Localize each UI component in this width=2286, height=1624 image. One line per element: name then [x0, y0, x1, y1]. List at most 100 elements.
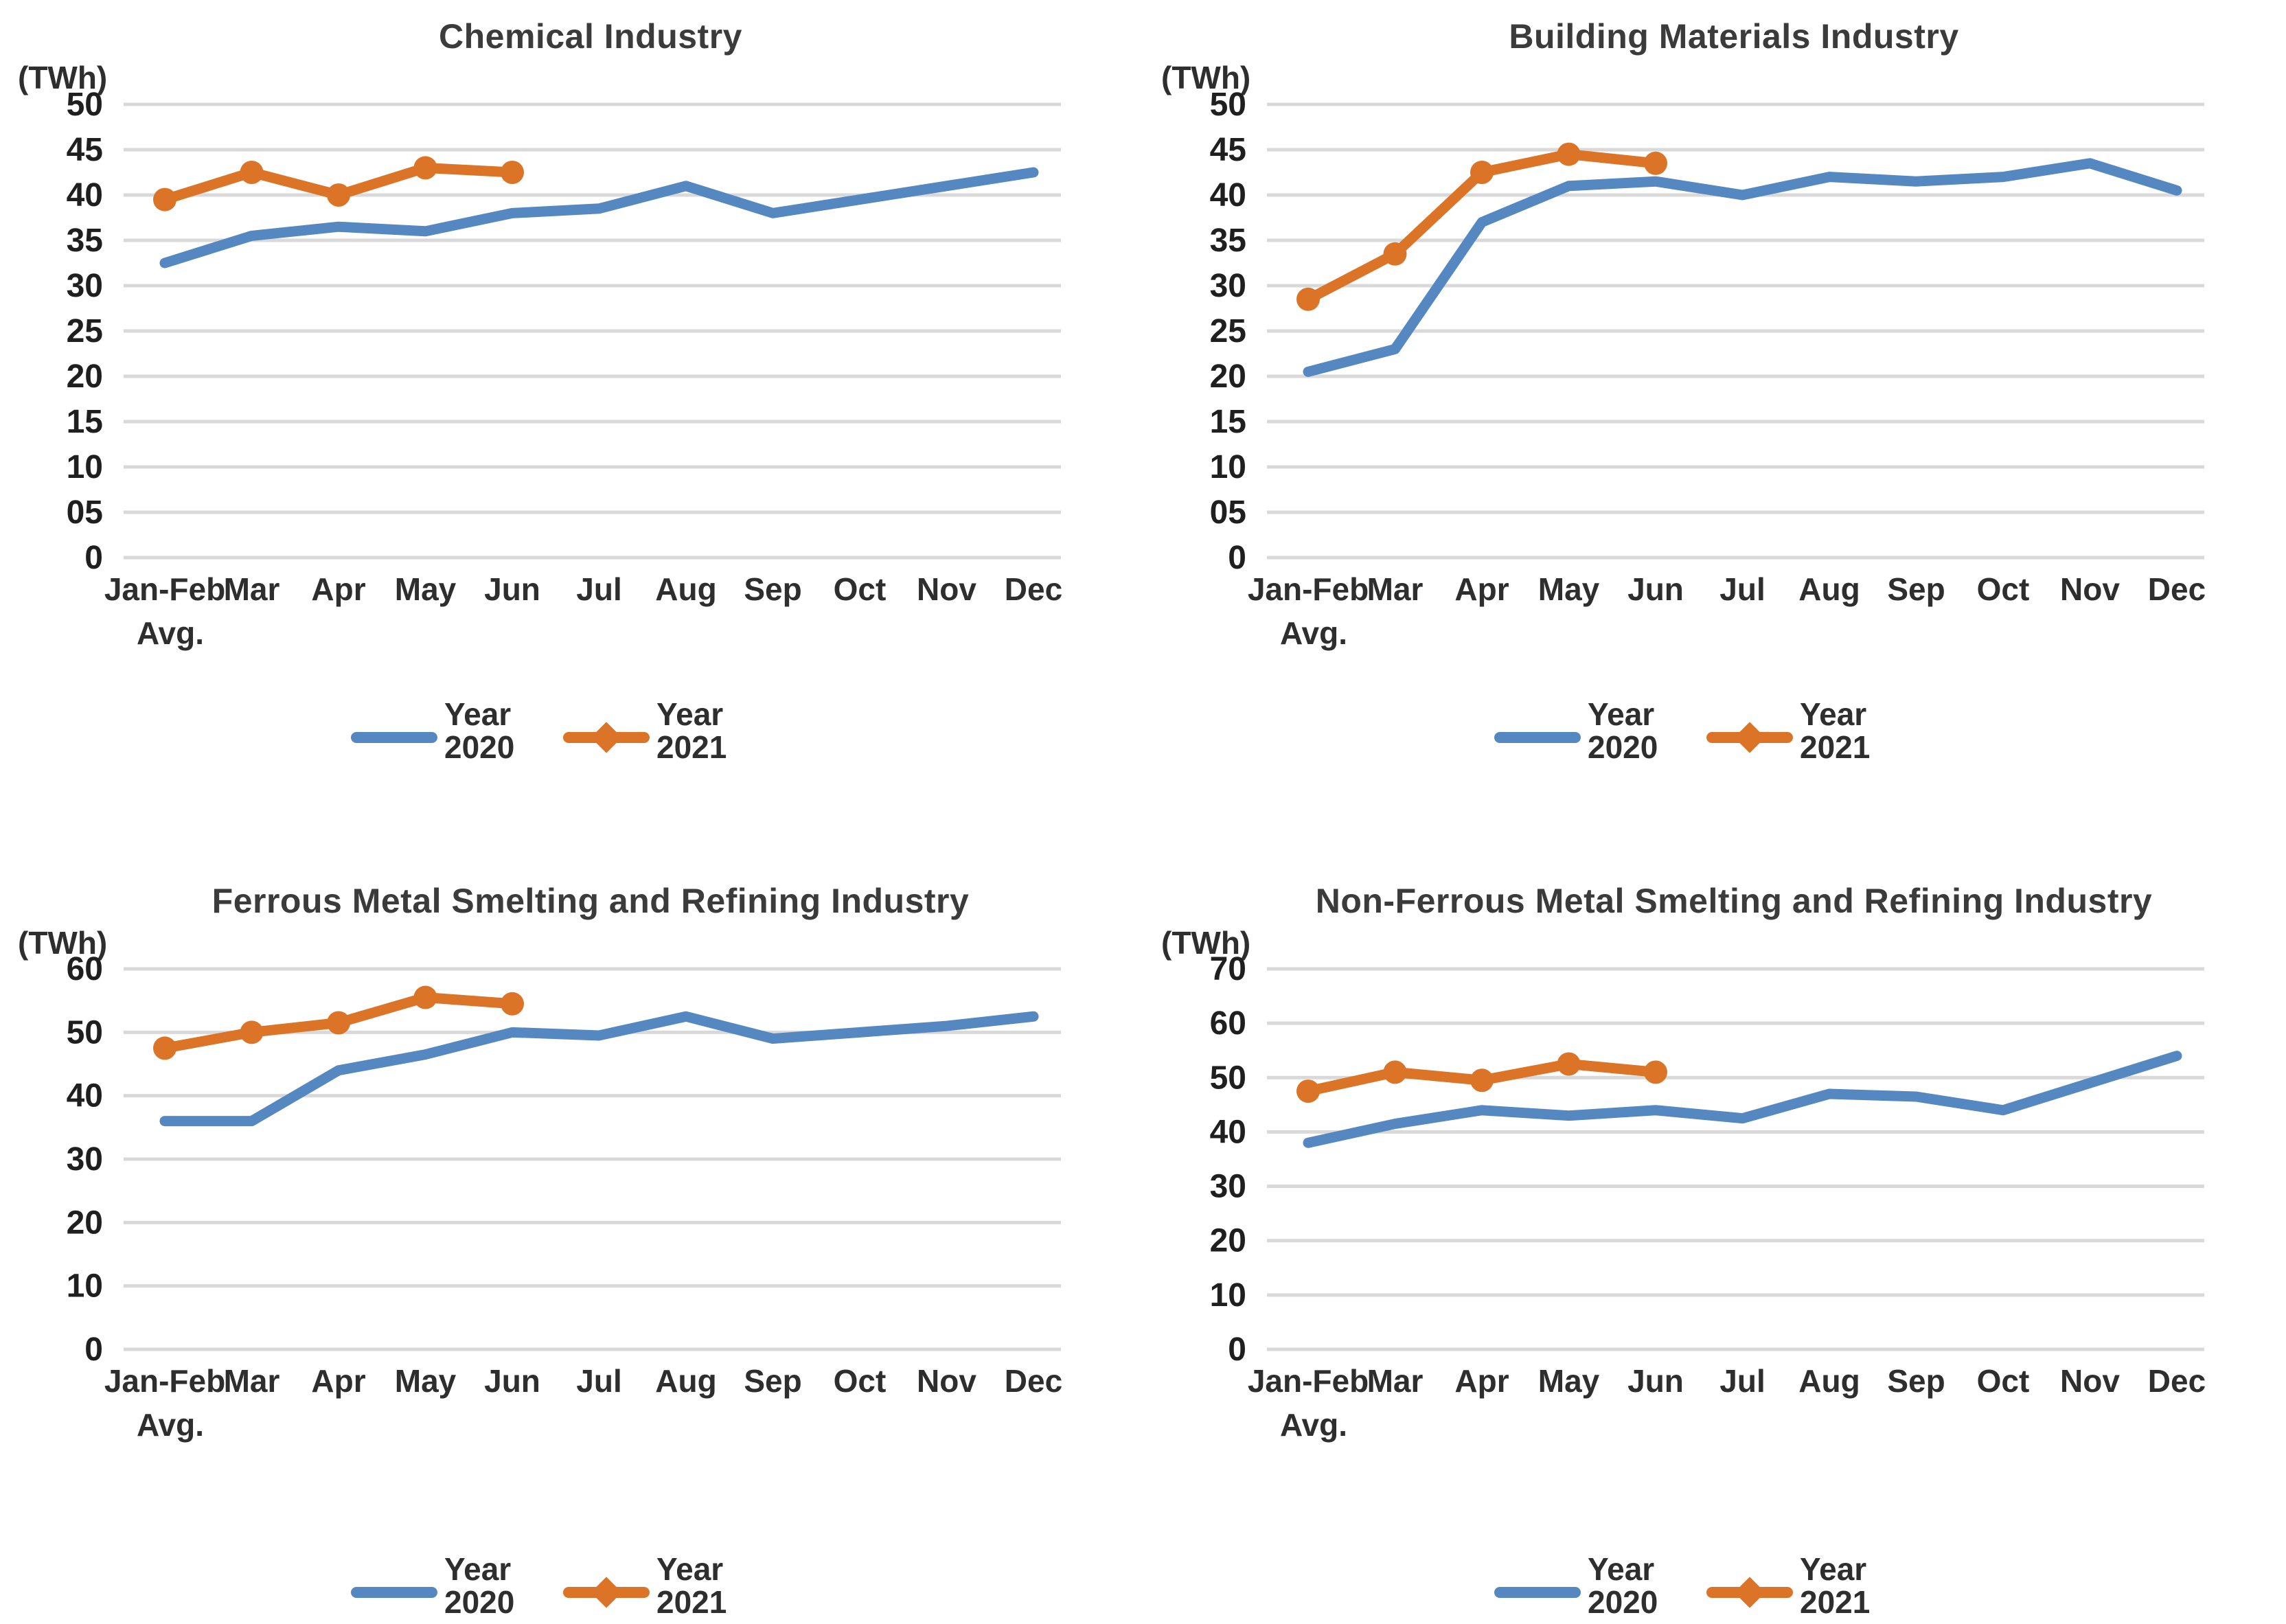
legend-label-line1: Year	[444, 1551, 511, 1587]
x-tick-label: Jan-Feb	[104, 571, 225, 607]
x-tick-label: Oct	[834, 1363, 887, 1399]
y-tick-label: 10	[1210, 1277, 1246, 1314]
chart-chemical-industry: Chemical Industry (TWh) 50 45 40 35 30 25 20 15…	[0, 0, 1143, 812]
y-tick-label: 20	[67, 358, 103, 395]
y-tick-label: 45	[1210, 132, 1246, 168]
series-line-year-2020	[1303, 1051, 2182, 1148]
x-tick-label: Jul	[1719, 571, 1765, 607]
x-tick-label: Oct	[1977, 1363, 2030, 1399]
y-tick-label: 45	[67, 132, 103, 168]
y-tick-label: 15	[67, 404, 103, 440]
data-point-marker	[1557, 142, 1581, 166]
x-tick-label: Apr	[311, 1363, 365, 1399]
chart-title: Building Materials Industry	[1509, 17, 1959, 56]
data-point-marker	[1296, 1079, 1320, 1103]
data-point-marker	[153, 187, 176, 211]
x-tick-label: Dec	[2148, 571, 2206, 607]
x-tick-label: Aug	[1798, 571, 1860, 607]
y-tick-label: 50	[67, 87, 103, 123]
legend-marker-diamond	[591, 1577, 622, 1608]
y-tick-label: 05	[1210, 494, 1246, 531]
x-tick-label: Jun	[1627, 1363, 1684, 1399]
chart-title: Ferrous Metal Smelting and Refining Indu…	[212, 882, 970, 920]
x-tick-label: Apr	[1454, 571, 1509, 607]
x-tick-label: May	[395, 571, 457, 607]
legend-label-line1: Year	[1800, 1551, 1866, 1587]
data-point-marker	[413, 985, 437, 1009]
x-tick-label-line2: Avg.	[137, 1407, 204, 1443]
legend-label-line1: Year	[1800, 696, 1866, 732]
x-tick-label: May	[1538, 1363, 1600, 1399]
x-tick-label: Mar	[1367, 1363, 1424, 1399]
x-tick-label: Oct	[1977, 571, 2030, 607]
x-tick-label: Jul	[576, 571, 621, 607]
x-tick-label: Jun	[484, 1363, 540, 1399]
data-point-marker	[327, 1011, 350, 1035]
x-tick-label: Mar	[1367, 571, 1424, 607]
x-tick-label-line2: Avg.	[137, 615, 204, 651]
x-tick-label: Nov	[2060, 1363, 2120, 1399]
x-tick-label: Jul	[1719, 1363, 1765, 1399]
series-line-year-2020	[159, 167, 1039, 268]
legend-label-line1: Year	[1588, 1551, 1654, 1587]
y-tick-label: 25	[1210, 313, 1246, 350]
data-point-marker	[240, 161, 264, 184]
data-point-marker	[240, 1020, 264, 1044]
x-tick-label: May	[1538, 571, 1600, 607]
y-tick-label: 10	[1210, 449, 1246, 485]
x-tick-label: Jan-Feb	[104, 1363, 225, 1399]
x-tick-label-line2: Avg.	[1280, 1407, 1347, 1443]
y-tick-label: 30	[1210, 268, 1246, 304]
y-tick-label: 05	[67, 494, 103, 531]
y-tick-label: 40	[1210, 1114, 1246, 1150]
x-tick-label: Jan-Feb	[1248, 571, 1369, 607]
chart-ferrous-metal-industry: Ferrous Metal Smelting and Refining Indu…	[0, 812, 1143, 1624]
legend-label-line1: Year	[656, 1551, 723, 1587]
legend-label-line1: Year	[1588, 696, 1654, 732]
series-line-year-2020	[159, 1011, 1039, 1127]
x-tick-label: Jun	[484, 571, 540, 607]
x-tick-label: Sep	[744, 571, 801, 607]
x-tick-label: Sep	[1887, 1363, 1945, 1399]
data-point-marker	[1557, 1052, 1581, 1076]
x-tick-label: Apr	[311, 571, 365, 607]
y-tick-label: 20	[1210, 358, 1246, 395]
x-tick-label-line2: Avg.	[1280, 615, 1347, 651]
y-axis-unit-label: (TWh)	[1161, 60, 1251, 95]
chart-title: Non-Ferrous Metal Smelting and Refining …	[1315, 882, 2153, 920]
y-tick-label: 25	[67, 313, 103, 350]
y-tick-label: 0	[84, 1331, 103, 1368]
x-tick-label: Nov	[2060, 571, 2120, 607]
x-tick-label: Dec	[2148, 1363, 2206, 1399]
x-tick-label: Apr	[1454, 1363, 1509, 1399]
x-tick-label: May	[395, 1363, 457, 1399]
legend-label-line1: Year	[444, 696, 511, 732]
y-tick-label: 30	[67, 268, 103, 304]
y-tick-label: 20	[1210, 1223, 1246, 1259]
y-tick-label: 0	[1228, 1331, 1246, 1368]
y-tick-label: 40	[1210, 177, 1246, 214]
y-axis-unit-label: (TWh)	[18, 925, 108, 961]
legend-label-line1: Year	[656, 696, 723, 732]
legend-marker-diamond	[1734, 722, 1765, 753]
data-point-marker	[501, 992, 524, 1016]
y-tick-label: 50	[67, 1014, 103, 1051]
y-tick-label: 0	[1228, 540, 1246, 576]
y-tick-label: 40	[67, 1078, 103, 1114]
x-tick-label: Dec	[1005, 1363, 1062, 1399]
x-tick-label: Oct	[834, 571, 887, 607]
y-tick-label: 35	[67, 222, 103, 259]
legend-label-line2: 2020	[1588, 729, 1658, 765]
x-tick-label: Jul	[576, 1363, 621, 1399]
data-point-marker	[327, 183, 350, 207]
data-point-marker	[1644, 151, 1667, 175]
legend-marker-diamond	[591, 722, 622, 753]
x-tick-label: Jun	[1627, 571, 1684, 607]
y-tick-label: 70	[1210, 951, 1246, 987]
data-point-marker	[1383, 242, 1407, 266]
y-tick-label: 60	[1210, 1005, 1246, 1042]
